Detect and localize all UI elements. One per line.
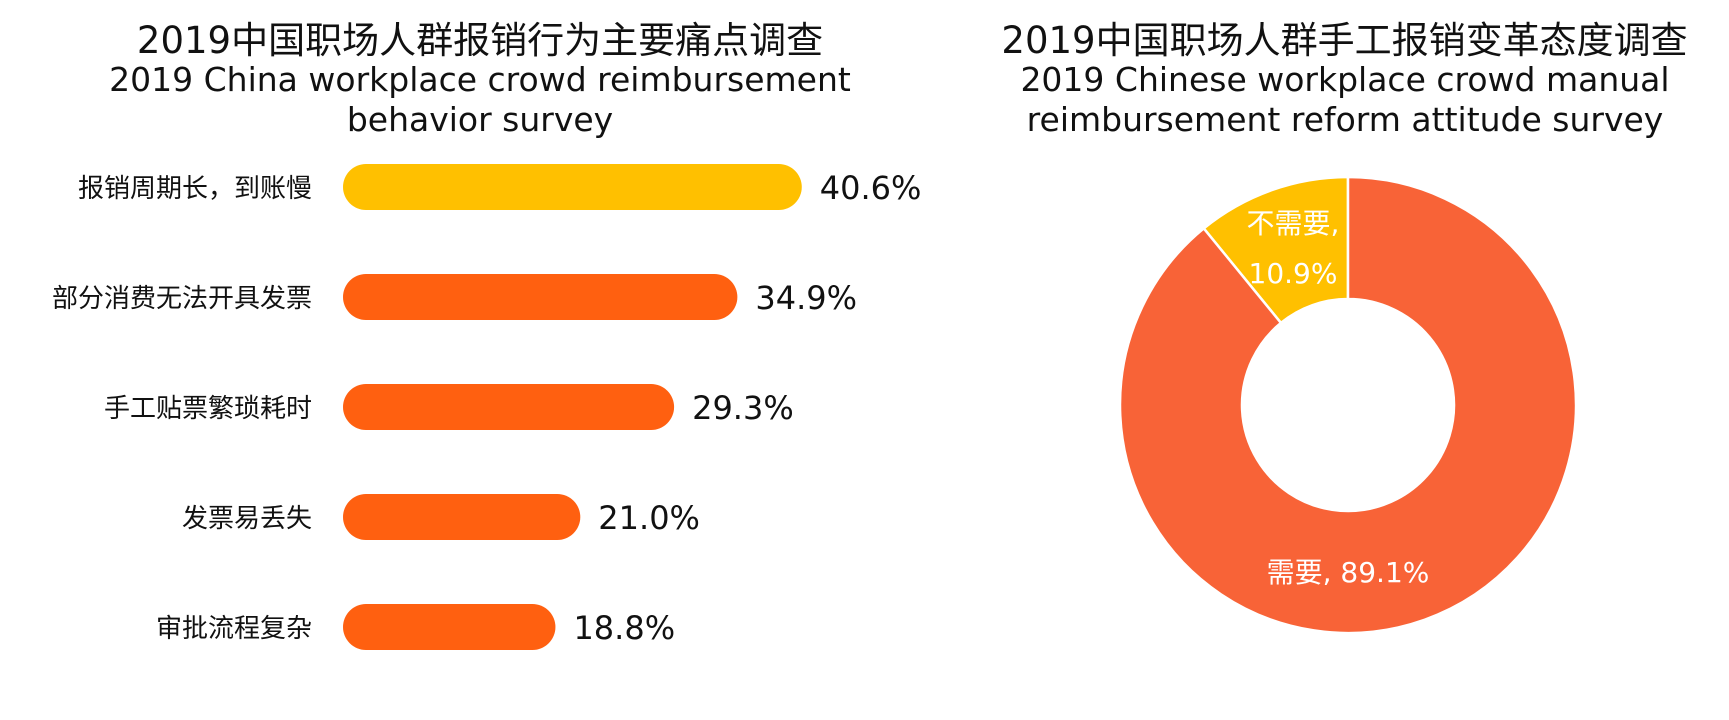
value-label: 18.8% xyxy=(573,609,675,647)
category-label: 部分消费无法开具发票 xyxy=(52,284,312,314)
value-label: 40.6% xyxy=(820,169,922,207)
bar-chart: 报销周期长，到账慢 40.6% 部分消费无法开具发票 34.9% 手工贴票繁琐耗时 29.… xyxy=(52,164,922,650)
donut-chart-subtitle: 2019 Chinese workplace crowd manual reim… xyxy=(1020,60,1670,139)
category-label: 审批流程复杂 xyxy=(156,614,312,644)
value-label: 29.3% xyxy=(692,389,794,427)
value-label: 21.0% xyxy=(598,499,700,537)
bar-chart-title: 2019中国职场人群报销行为主要痛点调查 xyxy=(136,19,824,62)
bar xyxy=(343,494,581,540)
category-label: 发票易丢失 xyxy=(182,504,312,534)
slice-label-no-need: 不需要, xyxy=(1247,207,1340,240)
bar-chart-subtitle: 2019 China workplace crowd reimbursement… xyxy=(109,60,851,139)
bar xyxy=(343,274,738,320)
slice-value-no-need: 10.9% xyxy=(1249,257,1338,290)
slice-need xyxy=(1118,175,1578,635)
value-label: 34.9% xyxy=(755,279,857,317)
slice-label-need: 需要, 89.1% xyxy=(1267,556,1430,589)
donut-chart-title: 2019中国职场人群手工报销变革态度调查 xyxy=(1001,19,1688,62)
bar xyxy=(343,164,802,210)
bar xyxy=(343,384,675,430)
bar xyxy=(343,604,556,650)
category-label: 手工贴票繁琐耗时 xyxy=(104,394,312,424)
donut-chart: 需要, 89.1% 不需要, 10.9% xyxy=(1118,175,1578,635)
category-label: 报销周期长，到账慢 xyxy=(78,174,312,204)
donut-chart-panel: 2019中国职场人群手工报销变革态度调查 2019 Chinese workpl… xyxy=(960,0,1729,720)
bar-chart-panel: 2019中国职场人群报销行为主要痛点调查 2019 China workplac… xyxy=(52,19,922,650)
